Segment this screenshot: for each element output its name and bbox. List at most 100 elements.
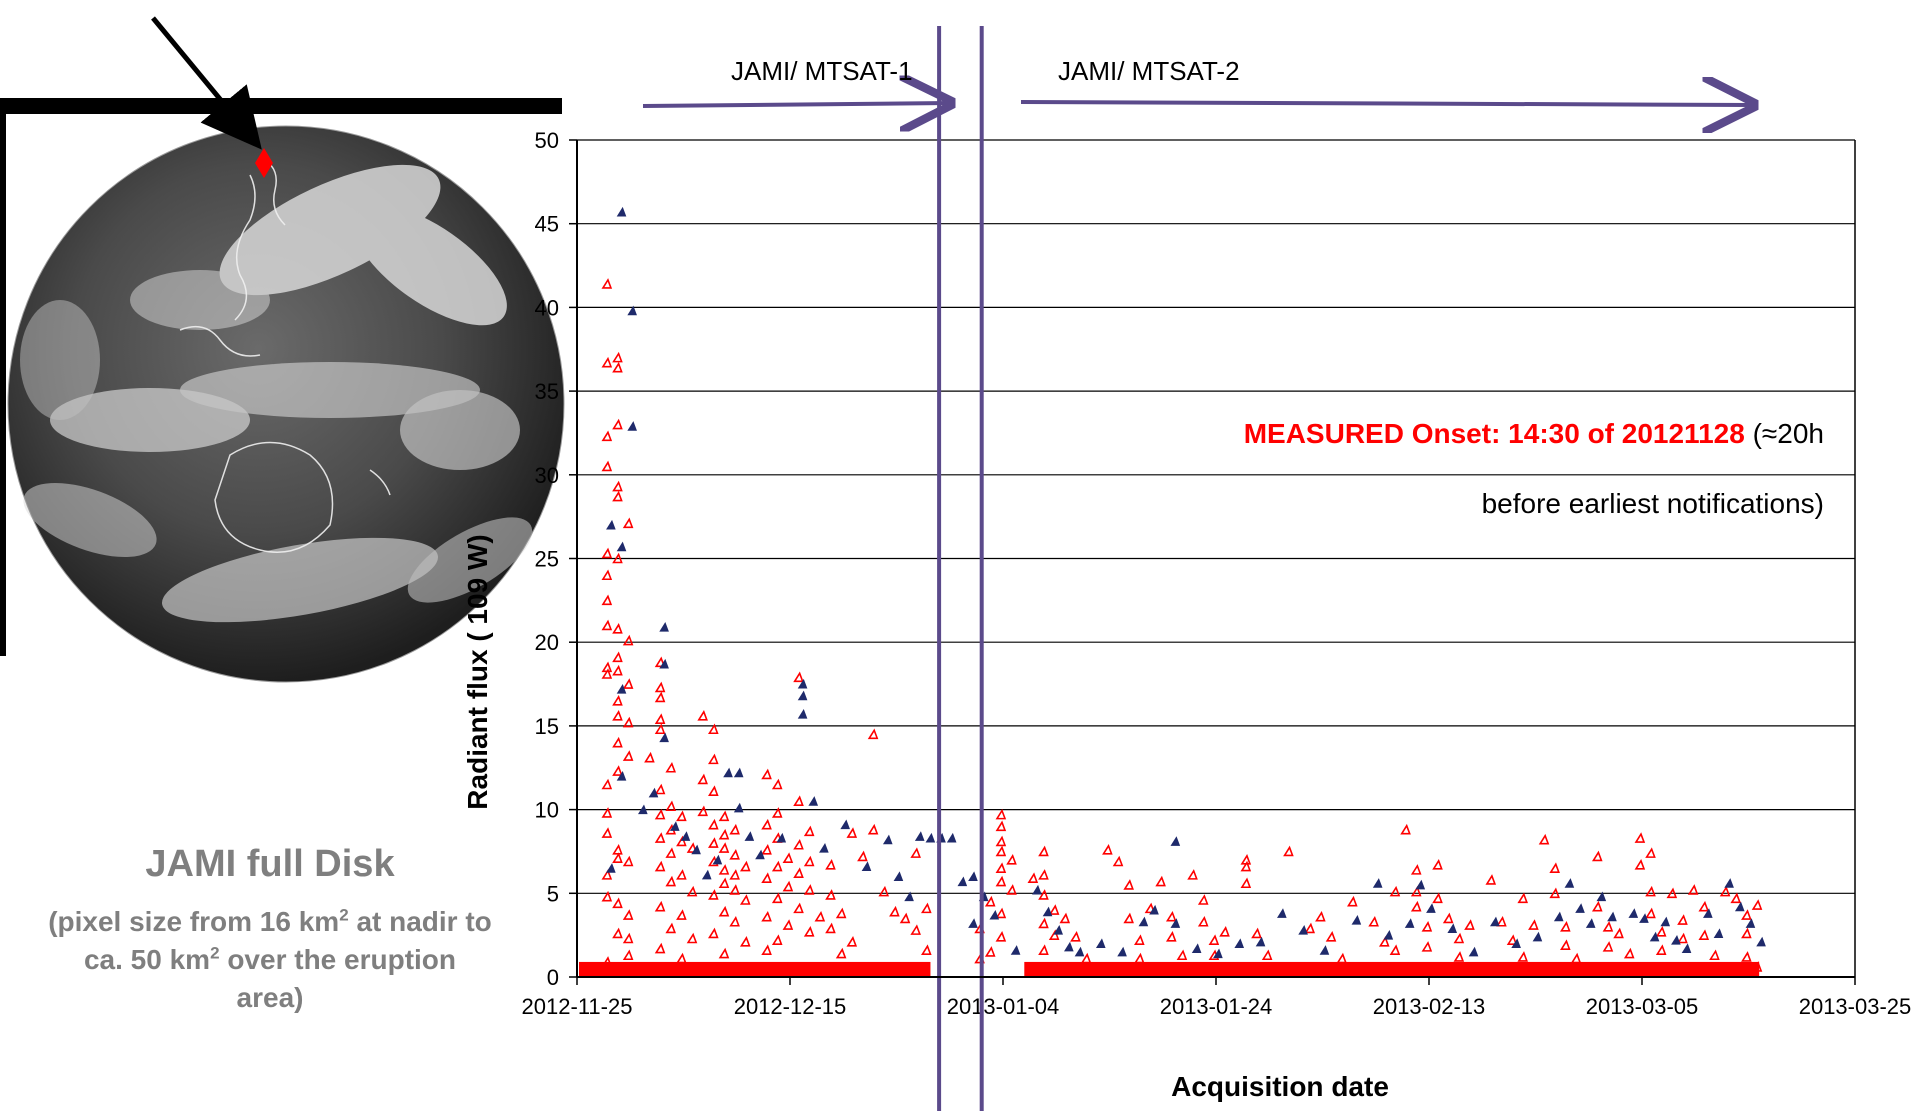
data-point bbox=[708, 837, 719, 848]
data-point bbox=[612, 694, 623, 706]
data-point bbox=[622, 517, 634, 529]
data-point bbox=[761, 818, 772, 830]
data-point bbox=[1415, 879, 1426, 890]
data-point bbox=[1564, 878, 1575, 888]
x-tick-label: 2013-03-05 bbox=[1586, 994, 1699, 1019]
data-point bbox=[612, 361, 623, 373]
data-point bbox=[1080, 952, 1092, 964]
data-point bbox=[1751, 899, 1763, 910]
data-point bbox=[1553, 911, 1564, 922]
panel-top-bar bbox=[0, 98, 562, 114]
data-point bbox=[914, 831, 925, 841]
data-point bbox=[1010, 945, 1021, 955]
data-point bbox=[793, 671, 804, 683]
data-point bbox=[803, 825, 815, 837]
data-point bbox=[665, 761, 677, 773]
cloud-pattern bbox=[20, 164, 533, 623]
data-point bbox=[1730, 892, 1742, 904]
data-point bbox=[1671, 935, 1681, 945]
data-point bbox=[686, 842, 698, 853]
data-point bbox=[708, 927, 719, 939]
data-point bbox=[1741, 951, 1752, 962]
x-tick-label: 2012-12-15 bbox=[734, 994, 847, 1019]
data-point bbox=[793, 867, 804, 879]
data-point bbox=[1453, 932, 1465, 944]
data-point bbox=[665, 800, 677, 812]
panel-left-bar bbox=[0, 98, 6, 656]
data-point bbox=[601, 827, 613, 838]
data-point bbox=[1575, 903, 1585, 913]
data-point bbox=[708, 889, 719, 900]
data-point bbox=[616, 683, 627, 694]
data-point bbox=[1400, 823, 1411, 835]
location-arrow bbox=[151, 16, 262, 150]
data-point bbox=[835, 947, 847, 959]
data-point bbox=[648, 787, 659, 798]
y-tick-label: 30 bbox=[535, 463, 559, 488]
data-point bbox=[718, 947, 730, 959]
data-point bbox=[739, 936, 751, 947]
x-axis-title: Acquisition date bbox=[1171, 1071, 1389, 1102]
data-point bbox=[665, 847, 677, 858]
data-point bbox=[819, 842, 829, 853]
data-point bbox=[797, 690, 808, 701]
data-point bbox=[1677, 932, 1688, 944]
data-point bbox=[1006, 884, 1017, 895]
data-point bbox=[612, 664, 623, 676]
data-point bbox=[1421, 920, 1433, 932]
caption-line-3: area) bbox=[236, 982, 304, 1013]
y-tick-label: 5 bbox=[547, 881, 559, 906]
baseline-segment bbox=[1024, 961, 1760, 977]
data-point bbox=[622, 750, 634, 761]
data-point bbox=[729, 884, 740, 895]
data-point bbox=[1549, 862, 1560, 873]
data-point bbox=[1453, 951, 1465, 962]
data-point bbox=[612, 897, 623, 909]
data-point bbox=[1645, 885, 1656, 897]
data-point bbox=[665, 875, 677, 887]
data-point bbox=[1623, 947, 1635, 959]
data-point bbox=[637, 804, 648, 815]
land-outlines bbox=[179, 159, 391, 553]
data-point bbox=[1560, 920, 1571, 932]
data-point bbox=[995, 862, 1007, 873]
data-point bbox=[659, 658, 669, 669]
data-point bbox=[601, 569, 613, 581]
y-tick-label: 25 bbox=[535, 547, 559, 572]
data-point bbox=[867, 728, 879, 740]
data-point bbox=[1283, 845, 1294, 857]
data-point bbox=[1681, 943, 1692, 954]
data-point bbox=[1383, 930, 1394, 940]
data-point bbox=[1208, 934, 1220, 945]
data-point bbox=[793, 902, 804, 914]
data-point bbox=[803, 884, 815, 895]
data-point bbox=[627, 305, 637, 316]
data-point bbox=[1613, 927, 1624, 939]
x-tick-label: 2012-11-25 bbox=[522, 994, 633, 1019]
data-point bbox=[1042, 906, 1053, 917]
data-point bbox=[601, 619, 613, 631]
data-point bbox=[1511, 938, 1521, 949]
data-point bbox=[1442, 912, 1454, 924]
data-point bbox=[1485, 874, 1497, 885]
data-point bbox=[701, 869, 712, 880]
data-point bbox=[1570, 952, 1582, 964]
data-point bbox=[1319, 945, 1330, 955]
data-point bbox=[723, 767, 733, 778]
y-tick-label: 35 bbox=[535, 379, 559, 404]
data-point bbox=[761, 910, 772, 922]
data-point bbox=[1660, 916, 1671, 927]
data-point bbox=[1347, 895, 1358, 907]
y-axis-title: Radiant flux ( 109 W) bbox=[462, 534, 493, 809]
data-point bbox=[1095, 938, 1106, 949]
data-point bbox=[1038, 889, 1049, 900]
data-point bbox=[1745, 918, 1756, 928]
data-point bbox=[1048, 904, 1060, 915]
series-2 bbox=[606, 206, 1766, 959]
data-point bbox=[718, 810, 730, 822]
data-point bbox=[1117, 946, 1127, 957]
data-point bbox=[984, 946, 996, 957]
data-point bbox=[771, 892, 783, 904]
data-point bbox=[761, 768, 772, 780]
